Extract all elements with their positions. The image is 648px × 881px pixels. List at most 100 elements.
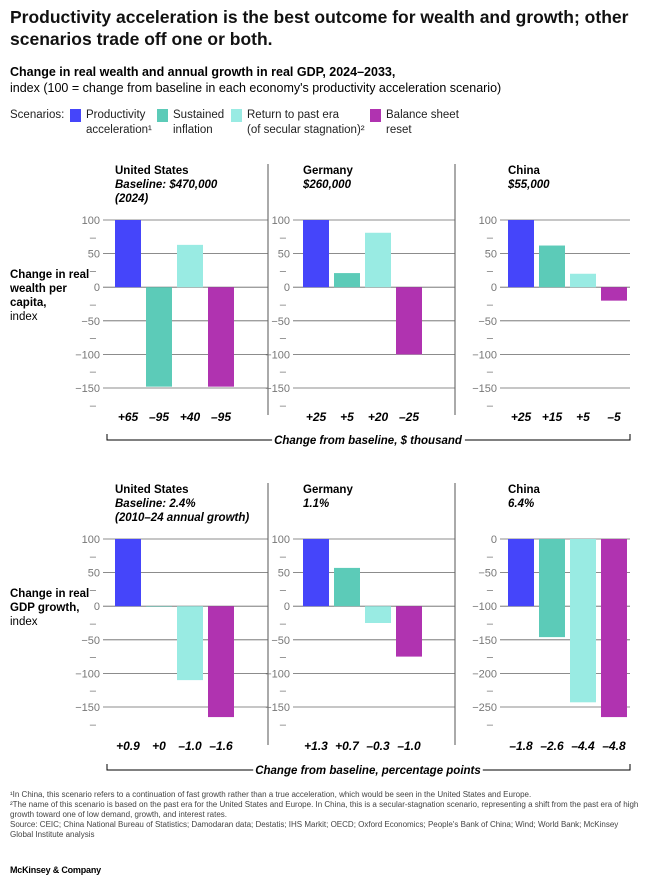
bar-germany-0 <box>303 539 329 607</box>
data-label: +25 <box>306 410 327 424</box>
y-tick-label: 100 <box>272 534 290 546</box>
y-minor-tick: – <box>90 551 97 563</box>
y-minor-tick: – <box>90 584 97 596</box>
y-minor-tick: – <box>280 685 287 697</box>
footnotes: ¹In China, this scenario refers to a con… <box>10 790 640 840</box>
y-minor-tick: – <box>280 366 287 378</box>
legend-swatch <box>70 109 81 122</box>
data-label: –1.6 <box>209 739 233 753</box>
data-label: +20 <box>368 410 389 424</box>
y-axis-label-gdp: Change in real GDP growth, index <box>10 588 90 628</box>
y-minor-tick: – <box>280 719 287 731</box>
data-label: –25 <box>399 410 419 424</box>
data-label: –95 <box>149 410 169 424</box>
y-tick-label: 0 <box>491 534 497 546</box>
y-tick-label: −150 <box>75 702 100 714</box>
data-label: –95 <box>211 410 231 424</box>
y-tick-label: 100 <box>82 215 100 227</box>
y-minor-tick: – <box>90 265 97 277</box>
y-tick-label: 100 <box>82 534 100 546</box>
bar-united-states-1 <box>146 287 172 387</box>
y-minor-tick: – <box>487 584 494 596</box>
data-label: –1.8 <box>509 739 533 753</box>
bar-china-1 <box>539 245 565 288</box>
y-minor-tick: – <box>487 719 494 731</box>
y-tick-label: −150 <box>75 383 100 395</box>
panel-header-china-gdp: China 6.4% <box>508 484 540 510</box>
source-note: Source: CEIC; China National Bureau of S… <box>10 820 619 839</box>
bar-china-2 <box>570 539 596 703</box>
y-tick-label: 100 <box>272 215 290 227</box>
y-tick-label: −150 <box>472 383 497 395</box>
y-tick-label: −100 <box>75 349 100 361</box>
data-label: +0.9 <box>116 739 140 753</box>
y-minor-tick: – <box>90 652 97 664</box>
legend-item-balance-sheet: Balance sheet reset <box>370 108 459 138</box>
data-label: –1.0 <box>178 739 202 753</box>
legend-swatch <box>370 109 381 122</box>
data-label: –4.8 <box>602 739 626 753</box>
bar-germany-3 <box>396 606 422 657</box>
y-minor-tick: – <box>487 618 494 630</box>
x-axis-label: Change from baseline, $ thousand <box>274 435 463 447</box>
panel-header-us-wealth: United States Baseline: $470,000 (2024) <box>115 165 218 205</box>
data-label: –2.6 <box>540 739 564 753</box>
y-minor-tick: – <box>280 299 287 311</box>
bar-germany-2 <box>365 606 391 623</box>
panel-header-germany-gdp: Germany 1.1% <box>303 484 353 510</box>
data-label: +1.3 <box>304 739 328 753</box>
y-tick-label: −50 <box>271 635 290 647</box>
bar-united-states-3 <box>208 287 234 387</box>
y-minor-tick: – <box>90 400 97 412</box>
bar-germany-3 <box>396 287 422 355</box>
bar-china-2 <box>570 273 596 288</box>
data-label: +0.7 <box>335 739 360 753</box>
data-label: –1.0 <box>397 739 421 753</box>
brand-logo: McKinsey & Company <box>10 865 101 875</box>
y-minor-tick: – <box>487 265 494 277</box>
legend-item-productivity: Productivity acceleration¹ <box>70 108 152 138</box>
y-minor-tick: – <box>487 685 494 697</box>
y-tick-label: −150 <box>265 702 290 714</box>
y-minor-tick: – <box>90 333 97 345</box>
data-label: –5 <box>607 410 621 424</box>
y-axis-label-wealth: Change in real wealth per capita, index <box>10 269 90 323</box>
y-tick-label: −50 <box>271 316 290 328</box>
y-minor-tick: – <box>90 232 97 244</box>
y-tick-label: −250 <box>472 702 497 714</box>
chart-title: Productivity acceleration is the best ou… <box>10 7 629 49</box>
y-tick-label: 0 <box>284 601 290 613</box>
y-tick-label: 50 <box>278 568 290 580</box>
y-minor-tick: – <box>90 299 97 311</box>
chart-subtitle: Change in real wealth and annual growth … <box>10 64 501 96</box>
panel-header-us-gdp: United States Baseline: 2.4% (2010–24 annu… <box>115 484 250 524</box>
y-tick-label: 0 <box>491 282 497 294</box>
bar-germany-1 <box>334 273 360 288</box>
y-minor-tick: – <box>487 232 494 244</box>
legend-label: Scenarios: <box>10 109 65 121</box>
y-tick-label: −100 <box>265 349 290 361</box>
bar-united-states-0 <box>115 539 141 607</box>
bar-united-states-1 <box>146 606 172 607</box>
legend-item-past-era: Return to past era (of secular stagnation… <box>231 108 365 138</box>
y-tick-label: −150 <box>265 383 290 395</box>
y-minor-tick: – <box>90 618 97 630</box>
y-tick-label: −100 <box>472 601 497 613</box>
data-label: +40 <box>180 410 201 424</box>
y-minor-tick: – <box>487 652 494 664</box>
footnote-2: ²The name of this scenario is based on t… <box>10 800 639 819</box>
y-tick-label: 50 <box>88 568 100 580</box>
data-label: +5 <box>340 410 354 424</box>
y-tick-label: −150 <box>472 635 497 647</box>
y-minor-tick: – <box>280 618 287 630</box>
y-minor-tick: – <box>280 652 287 664</box>
bar-china-3 <box>601 287 627 301</box>
bar-united-states-0 <box>115 220 141 288</box>
y-minor-tick: – <box>280 584 287 596</box>
bar-united-states-2 <box>177 606 203 681</box>
y-tick-label: 50 <box>278 249 290 261</box>
y-tick-label: 0 <box>284 282 290 294</box>
x-label-bg <box>253 765 483 777</box>
